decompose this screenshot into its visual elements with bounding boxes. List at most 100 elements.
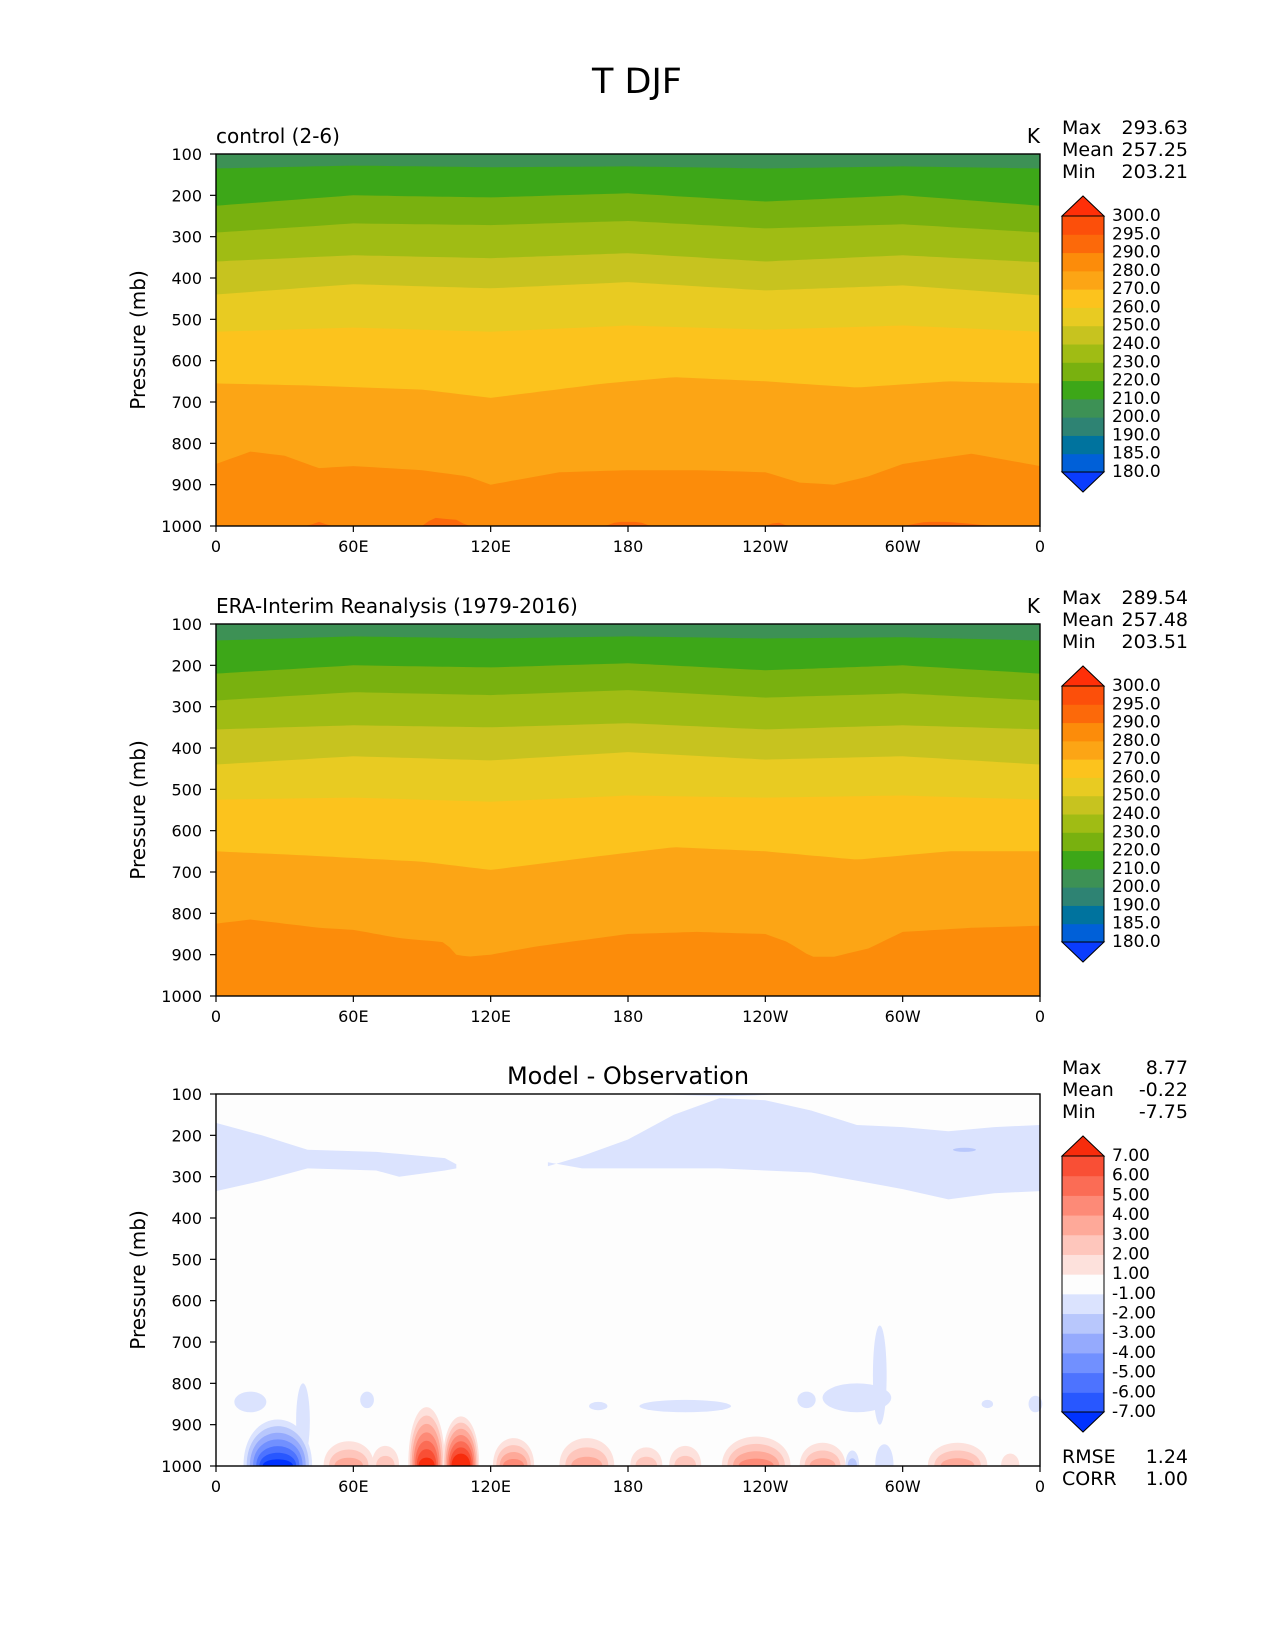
y-axis-label: Pressure (mb) [126,740,150,880]
y-tick-label: 400 [171,1209,202,1228]
colorbar-box [1062,740,1104,760]
colorbar-tick-label: 180.0 [1112,462,1161,482]
y-tick-label: 300 [171,698,202,717]
panel-1: 100 200 300 400 500 600 700 800 900 1000 Pressure … [126,117,1188,556]
y-tick-label: 400 [171,269,202,288]
colorbar-box [1062,344,1104,363]
colorbar-box [1062,417,1104,436]
upper-negative-east [547,1098,1040,1200]
warm-anomaly [371,1445,400,1466]
anomaly-level [571,1456,603,1466]
colorbar-box [1062,435,1104,455]
colorbar-box [1062,722,1104,742]
y-tick-label: 500 [171,1250,202,1269]
colorbar-box [1062,704,1104,724]
y-axis-label: Pressure (mb) [126,1210,150,1350]
warm-anomaly [559,1438,615,1466]
warm-anomaly [408,1407,445,1466]
x-tick-label: 180 [613,537,644,556]
colorbar-box [1062,1392,1104,1413]
colorbar-box [1062,1313,1104,1334]
stat-label: Max [1062,587,1101,609]
stat-value: -0.22 [1139,1079,1188,1101]
colorbar-box [1062,1234,1104,1255]
y-tick-label: 600 [171,1292,202,1311]
colorbar-tick-label: 220.0 [1112,841,1161,861]
cold-anomaly [875,1444,894,1466]
colorbar-tick-label: 250.0 [1112,316,1161,336]
warm-anomaly [323,1441,374,1466]
colorbar-frame [1061,685,1105,943]
colorbar-tick-label: 230.0 [1112,822,1161,842]
stat-label: Max [1062,117,1101,139]
cold-anomaly [845,1450,860,1466]
colorbar-tick-label: -5.00 [1112,1363,1156,1383]
colorbar-frame [1061,1155,1105,1413]
colorbar-tick-label: 1.00 [1112,1264,1150,1284]
y-tick-label: 600 [171,352,202,371]
colorbar-box [1062,868,1104,888]
colorbar-box [1062,850,1104,870]
colorbar-tick-label: 260.0 [1112,297,1161,317]
y-tick-label: 300 [171,228,202,247]
colorbar-tick-label: 200.0 [1112,877,1161,897]
panel-title: ERA-Interim Reanalysis (1979-2016) [216,594,578,618]
colorbar-box [1062,832,1104,852]
negative-patch [360,1391,374,1409]
x-tick-label: 180 [613,1007,644,1026]
colorbar-tick-label: 300.0 [1112,676,1161,696]
stat-value: 293.63 [1122,117,1188,139]
colorbar-box [1062,453,1104,473]
colorbar-box [1062,795,1104,815]
colorbar-box [1062,1254,1104,1275]
x-tick-label: 60E [338,1007,368,1026]
colorbar-box [1062,289,1104,308]
x-tick-label: 60W [885,537,921,556]
y-tick-label: 700 [171,393,202,412]
colorbar-box [1062,1372,1104,1393]
colorbar-tick-label: 295.0 [1112,694,1161,714]
colorbar-extend-max [1060,195,1106,217]
warm-anomaly [1001,1453,1020,1466]
colorbar: 180.0185.0190.0200.0210.0220.0230.0240.0… [1060,665,1161,963]
negative-patch [981,1399,994,1409]
colorbar-tick-label: 300.0 [1112,206,1161,226]
anomaly-level [502,1459,525,1466]
stat-value: 8.77 [1146,1057,1188,1079]
stat-label: Mean [1062,1079,1114,1101]
y-tick-label: 700 [171,1333,202,1352]
negative-patch [1028,1395,1043,1413]
panel-3: 100 200 300 400 500 600 700 800 900 1000 Pressure … [126,1057,1188,1496]
colorbar-tick-label: -2.00 [1112,1304,1156,1324]
contour-band-280 [216,919,1040,996]
x-axis: 0 60E 120E 180 120W 60W 0 [211,996,1045,1026]
x-tick-label: 60E [338,1477,368,1496]
colorbar-box [1062,234,1104,254]
colorbar-box [1062,1333,1104,1354]
colorbar-tick-label: 4.00 [1112,1205,1150,1225]
colorbar-tick-label: 230.0 [1112,352,1161,372]
colorbar-box [1062,398,1104,418]
colorbar-box [1062,1293,1104,1315]
negative-patch [234,1391,267,1413]
colorbar-tick-label: 290.0 [1112,713,1161,733]
colorbar-extend-min [1060,1411,1106,1433]
stats-box: Max 293.63 Mean 257.25 Min 203.21 [1062,117,1188,183]
anomaly-level [376,1455,395,1466]
y-axis-label: Pressure (mb) [126,270,150,410]
x-tick-label: 180 [613,1477,644,1496]
colorbar-extend-max [1060,665,1106,687]
plot-area [216,154,1040,527]
y-tick-label: 900 [171,476,202,495]
y-tick-label: 400 [171,739,202,758]
x-tick-label: 120E [470,1007,511,1026]
colorbar-box [1062,777,1104,797]
y-tick-label: 500 [171,310,202,329]
colorbar-tick-label: 210.0 [1112,389,1161,409]
stat-label: Max [1062,1057,1101,1079]
y-tick-label: 100 [171,615,202,634]
negative-patch [589,1401,608,1411]
colorbar-tick-label: 185.0 [1112,914,1161,934]
y-tick-label: 800 [171,434,202,453]
figure-title: T DJF [591,62,682,102]
